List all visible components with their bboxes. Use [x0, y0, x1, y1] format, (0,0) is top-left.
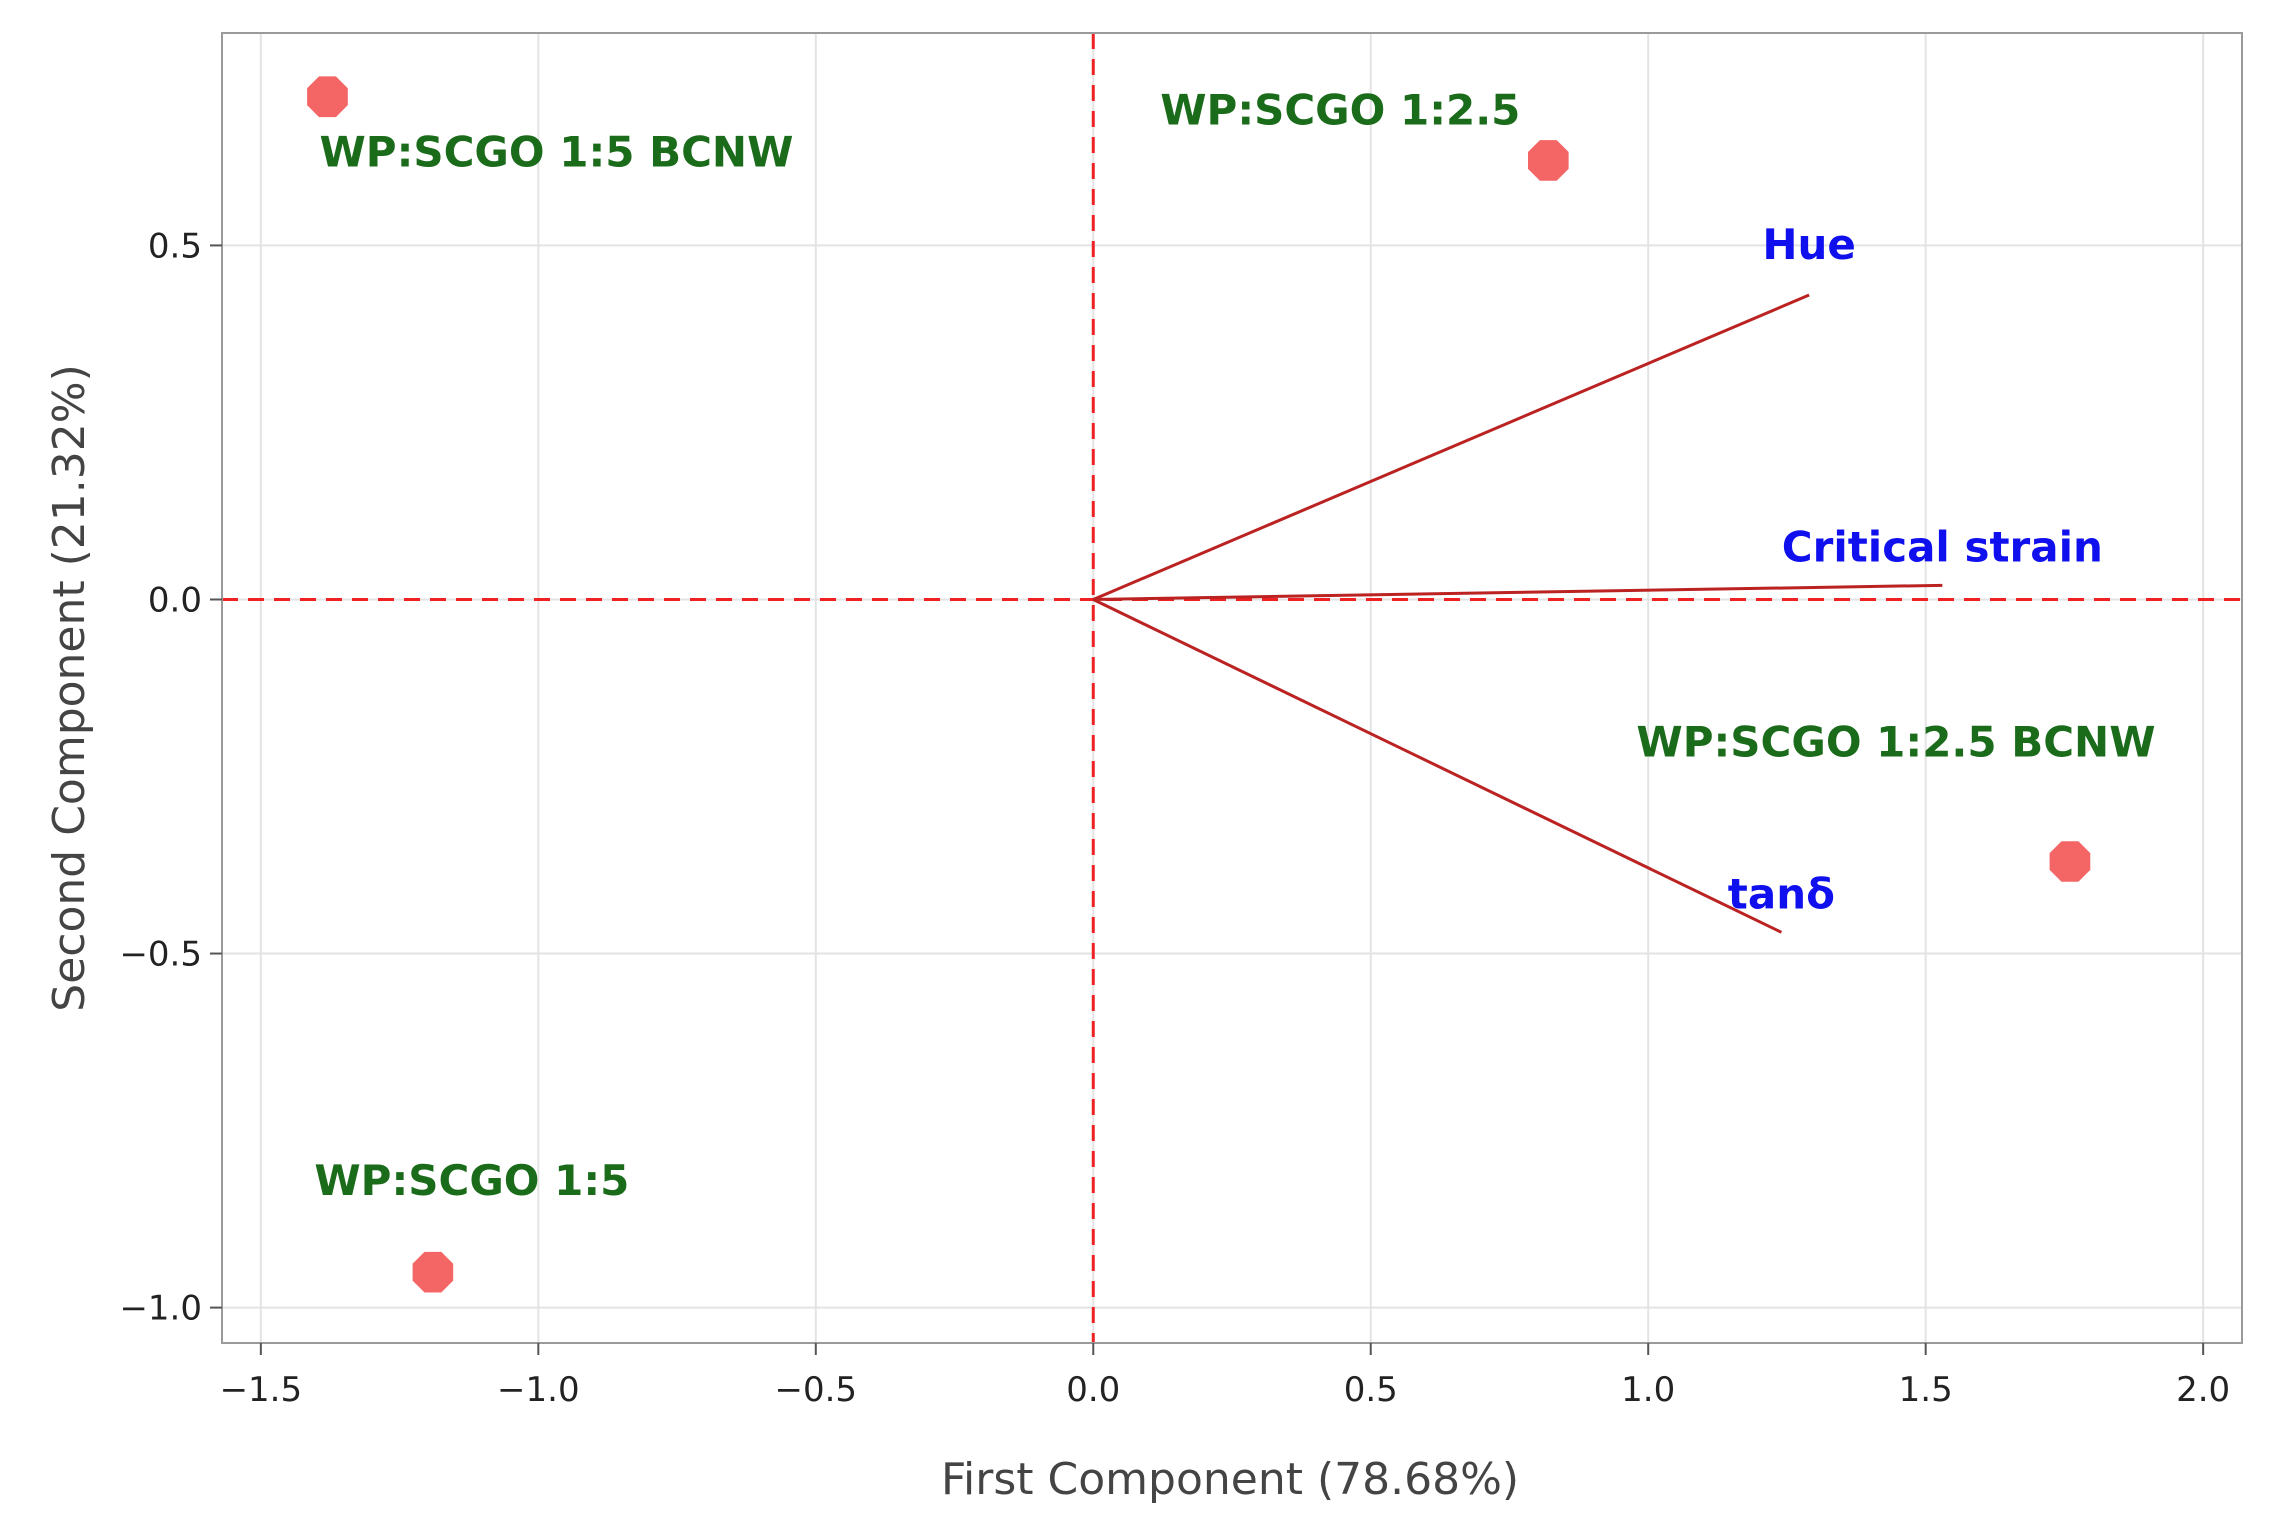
- vector-critical-strain-label: Critical strain: [1782, 522, 2103, 571]
- y-axis-title: Second Component (21.32%): [44, 364, 95, 1011]
- score-point-label: WP:SCGO 1:5: [314, 1156, 629, 1205]
- plot-background: [222, 33, 2242, 1343]
- x-tick-label: −0.5: [775, 1370, 858, 1410]
- reference-lines: [222, 33, 2242, 1343]
- x-tick-label: 1.5: [1899, 1370, 1953, 1410]
- x-tick-label: 0.0: [1066, 1370, 1120, 1410]
- axis-ticks: −1.5 −1.0 −0.5 0.0 0.5 1.0 1.5 2.0 −1.0 −0.5 0.0 0.…: [119, 226, 2230, 1410]
- x-tick-label: 2.0: [2176, 1370, 2230, 1410]
- vector-critical-strain-line: [1093, 583, 1943, 601]
- score-point-label: WP:SCGO 1:2.5: [1160, 85, 1520, 134]
- x-axis-title: First Component (78.68%): [941, 1454, 1519, 1505]
- score-point-label: WP:SCGO 1:5 BCNW: [319, 128, 793, 177]
- y-tick-label: −0.5: [119, 935, 202, 975]
- y-tick-label: 0.0: [148, 580, 202, 620]
- vector-hue-label: Hue: [1762, 220, 1856, 269]
- x-tick-label: 1.0: [1621, 1370, 1675, 1410]
- vector-tan-line: [1092, 598, 1783, 934]
- score-point: [307, 76, 348, 118]
- score-point-label: WP:SCGO 1:2.5 BCNW: [1636, 717, 2155, 766]
- score-point: [1528, 140, 1569, 181]
- score-point: [2049, 841, 2091, 882]
- x-tick-label: −1.0: [497, 1370, 580, 1410]
- x-tick-label: −1.5: [220, 1370, 303, 1410]
- grid-lines: [222, 33, 2242, 1343]
- score-points: [307, 76, 2091, 1293]
- y-tick-label: 0.5: [148, 226, 202, 266]
- x-tick-label: 0.5: [1344, 1370, 1398, 1410]
- score-point: [412, 1251, 454, 1293]
- vector-tan-label: tanδ: [1728, 869, 1835, 918]
- y-tick-label: −1.0: [119, 1289, 202, 1329]
- vector-hue-line: [1092, 293, 1810, 601]
- plot-frame: [221, 32, 2243, 1344]
- loading-vectors: [1092, 293, 1943, 934]
- mark-labels: Hue Critical strain tanδ WP:SCGO 1:5 BCNW WP…: [314, 85, 2155, 1205]
